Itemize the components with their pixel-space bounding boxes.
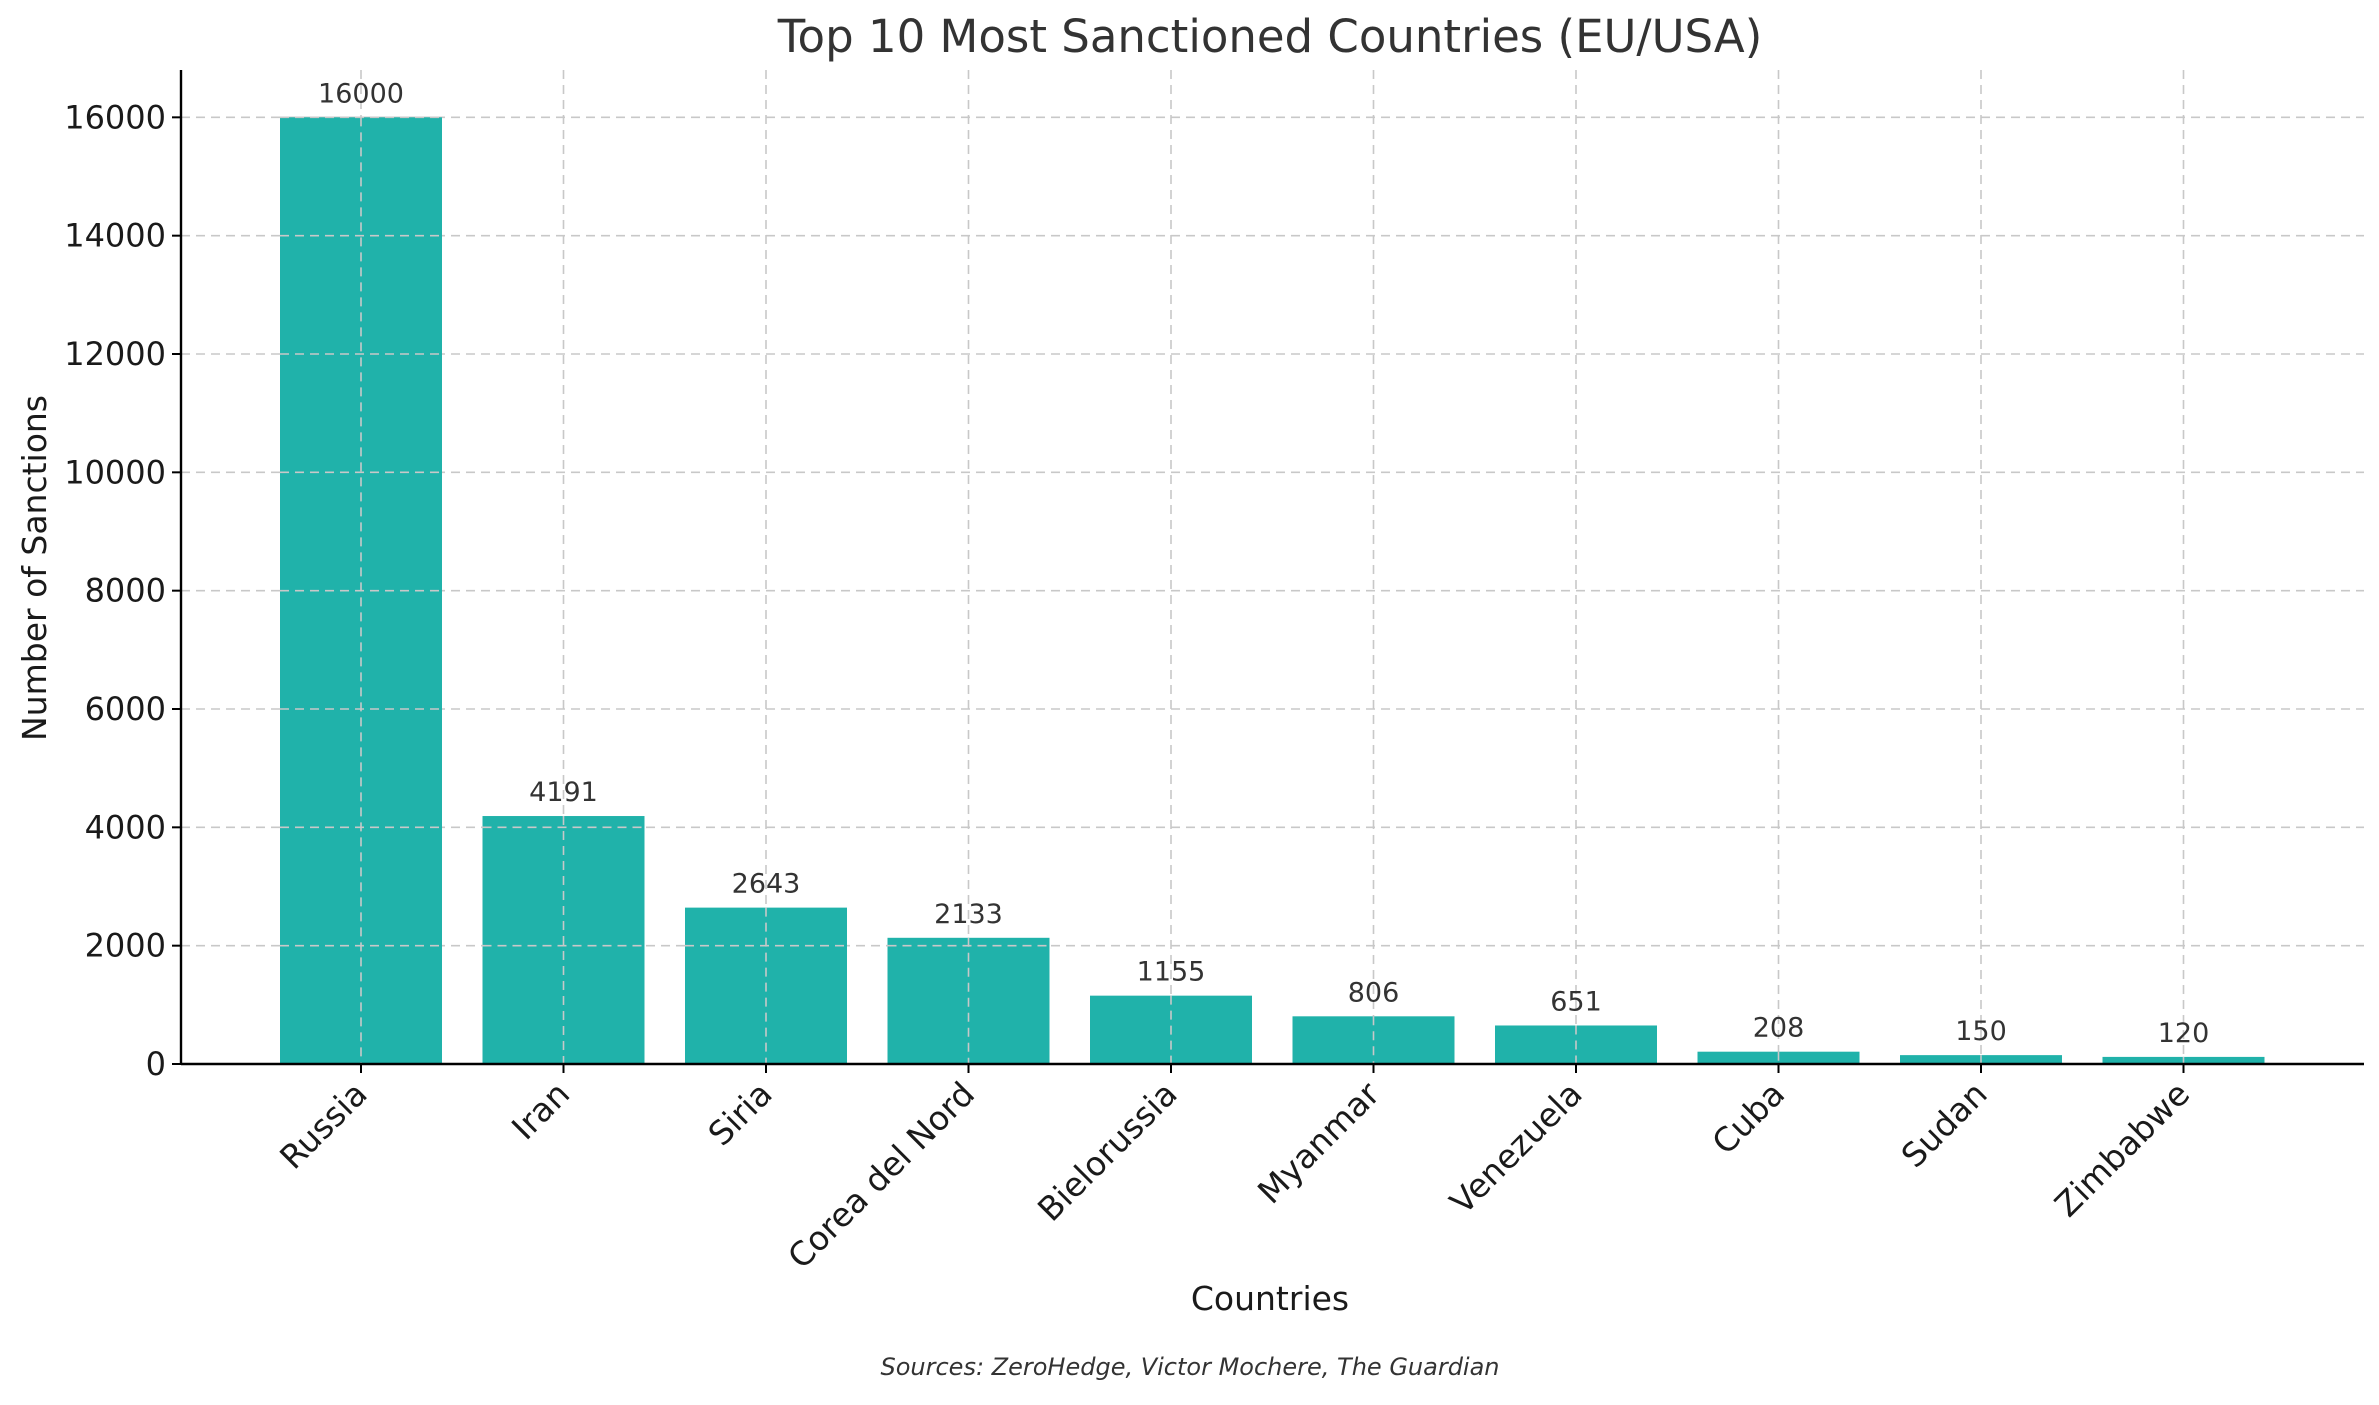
x-tick-label: Cuba (1704, 1074, 1792, 1162)
y-tick-label: 4000 (85, 808, 166, 846)
x-tick-label: Bielorussia (1030, 1074, 1185, 1229)
data-label: 1155 (1137, 957, 1206, 988)
y-tick-label: 12000 (64, 335, 166, 373)
source-note: Sources: ZeroHedge, Victor Mochere, The … (880, 1353, 1499, 1381)
x-tick-label: Venezuela (1442, 1074, 1589, 1221)
y-tick-label: 10000 (64, 453, 166, 491)
data-label: 2133 (934, 899, 1003, 930)
data-label: 2643 (732, 869, 801, 900)
grid-layer (181, 70, 2364, 1065)
bars-layer (280, 116, 2265, 1065)
y-tick-label: 0 (146, 1045, 166, 1083)
chart-title: Top 10 Most Sanctioned Countries (EU/USA… (777, 10, 1763, 63)
data-label: 208 (1753, 1013, 1805, 1044)
x-tick-label: Russia (272, 1074, 375, 1177)
y-tick-label: 14000 (64, 217, 166, 255)
x-tick-label: Corea del Nord (780, 1074, 982, 1276)
y-tick-label: 16000 (64, 98, 166, 136)
data-label: 150 (1955, 1016, 2007, 1047)
data-label: 120 (2158, 1018, 2210, 1049)
x-tick-label: Myanmar (1250, 1074, 1388, 1212)
axes-layer (172, 70, 2364, 1073)
y-axis-label: Number of Sanctions (15, 395, 54, 741)
data-label: 4191 (529, 777, 598, 808)
x-tick-label: Siria (700, 1074, 779, 1153)
y-tick-label: 2000 (85, 927, 166, 965)
data-label: 806 (1348, 977, 1400, 1008)
x-tick-label: Zimbabwe (2047, 1074, 2197, 1224)
data-label: 16000 (318, 78, 404, 109)
x-tick-label: Sudan (1894, 1074, 1995, 1175)
y-tick-label: 8000 (85, 572, 166, 610)
x-axis-label: Countries (1191, 1279, 1349, 1318)
x-tick-label: Iran (504, 1074, 577, 1147)
data-label: 651 (1550, 986, 1602, 1017)
y-tick-label: 6000 (85, 690, 166, 728)
